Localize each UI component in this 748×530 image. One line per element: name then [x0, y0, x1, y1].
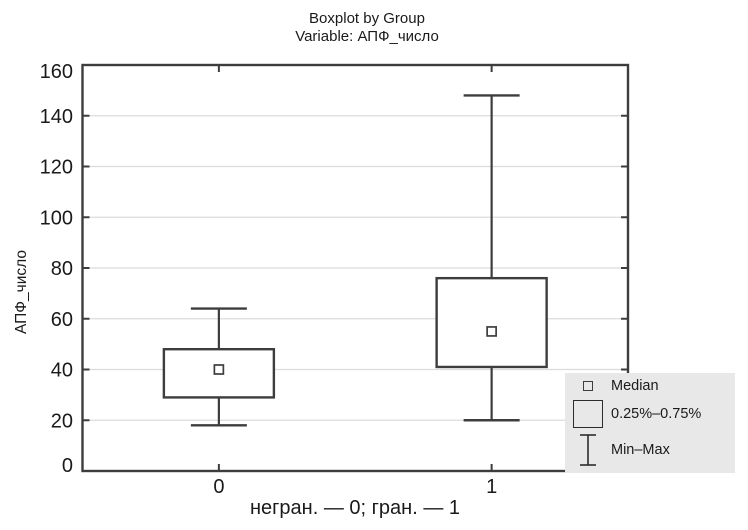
chart-subtitle: Variable: АПФ_число [295, 28, 439, 45]
y-tick-label: 80 [51, 258, 73, 280]
y-tick-label: 40 [51, 360, 73, 382]
legend-icon-wrap [565, 432, 611, 468]
legend-entry-minmax: Min–Max [565, 432, 735, 469]
y-tick-label: 120 [40, 157, 73, 179]
x-tick-label: 1 [486, 476, 497, 498]
median-marker [213, 364, 225, 375]
x-axis-label: негран. — 0; гран. — 1 [249, 497, 461, 519]
y-tick-label: 20 [51, 410, 73, 432]
legend-icon-wrap [565, 400, 611, 429]
legend-icon-wrap [565, 380, 611, 391]
median-marker [486, 326, 497, 337]
legend-label-iqr: 0.25%–0.75% [611, 406, 702, 423]
legend-label-median: Median [611, 377, 659, 394]
legend-entry-iqr: 0.25%–0.75% [565, 397, 735, 432]
y-tick-label: 160 [40, 61, 73, 83]
y-tick-label: 0 [62, 455, 73, 477]
y-tick-label: 100 [40, 207, 73, 229]
chart-title: Boxplot by Group [309, 10, 425, 27]
legend: Median 0.25%–0.75% Min–Max [565, 373, 735, 473]
legend-label-minmax: Min–Max [611, 442, 670, 459]
y-tick-label: 140 [40, 106, 73, 128]
iqr-box [435, 276, 548, 369]
legend-entry-median: Median [565, 375, 735, 397]
x-tick-label: 0 [213, 476, 224, 498]
iqr-box-icon [573, 400, 603, 429]
min-max-whisker-icon [580, 434, 596, 467]
median-square-icon [583, 380, 593, 391]
y-tick-label: 60 [51, 309, 73, 331]
